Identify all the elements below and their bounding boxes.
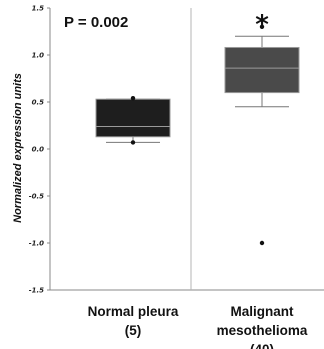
y-tick-label: -1.0 bbox=[29, 240, 44, 248]
y-tick-label: 0.5 bbox=[32, 99, 45, 107]
significance-star: * bbox=[255, 10, 269, 40]
box-group-1 bbox=[95, 96, 171, 145]
outlier-point bbox=[130, 96, 136, 101]
y-tick-label: 0.0 bbox=[32, 146, 45, 154]
y-tick-label: 1.0 bbox=[32, 52, 45, 60]
category-label-line: Normal pleura bbox=[88, 304, 179, 319]
category-label-line: (5) bbox=[125, 323, 142, 338]
category-label-line: Malignant bbox=[231, 304, 295, 319]
boxes bbox=[95, 24, 300, 246]
category-labels: Normal pleura (5) Malignant mesothelioma (40… bbox=[88, 304, 308, 349]
outlier-point bbox=[259, 24, 265, 29]
category-label-line: mesothelioma bbox=[217, 323, 308, 338]
y-tick-label: -0.5 bbox=[29, 193, 44, 201]
y-tick-label: 1.5 bbox=[32, 5, 45, 13]
outlier-point bbox=[259, 240, 265, 246]
y-axis-label: Normalized expression units bbox=[12, 73, 24, 223]
box-iqr bbox=[224, 46, 300, 94]
p-value-annotation: P = 0.002 bbox=[64, 14, 128, 31]
y-tick-label: -1.5 bbox=[29, 287, 44, 295]
box-iqr bbox=[95, 98, 171, 138]
outlier-point bbox=[130, 140, 136, 145]
box-group-2 bbox=[224, 24, 300, 246]
y-ticks: 1.5 1.0 0.5 0.0 -0.5 -1.0 -1.5 bbox=[29, 5, 50, 295]
category-label-line: (40) bbox=[250, 342, 274, 349]
